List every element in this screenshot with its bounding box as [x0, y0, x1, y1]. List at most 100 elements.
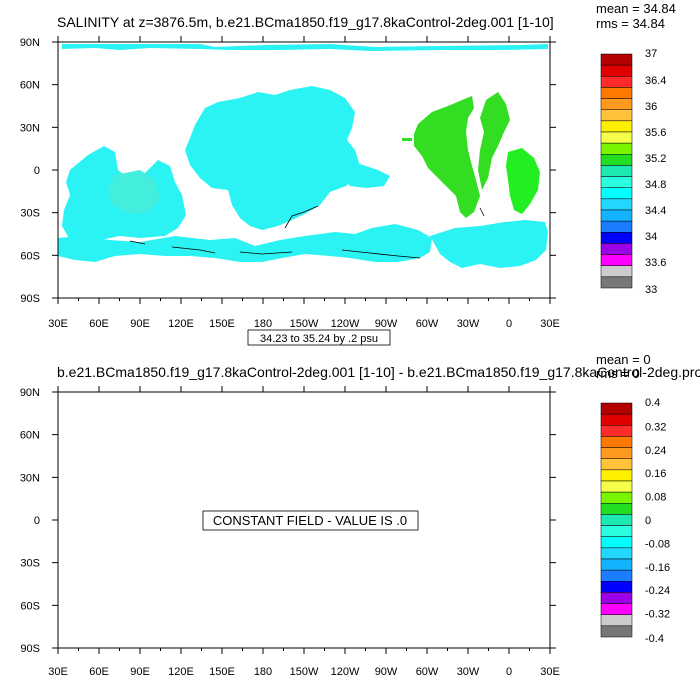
constant-field-box [202, 510, 419, 531]
contour-info-box [247, 329, 391, 346]
colorbar-swatch [600, 165, 633, 177]
y-tick-label: 30N [20, 472, 40, 484]
colorbar-label: 33.6 [645, 257, 666, 269]
colorbar-swatch [600, 425, 633, 437]
colorbar-label: 0.16 [645, 468, 666, 480]
x-tick-label: 60W [416, 318, 439, 330]
colorbar-label: 33 [645, 284, 657, 296]
colorbar-swatch [600, 447, 633, 459]
x-tick-label: 60W [416, 666, 439, 678]
panel-1-mean: mean = 34.84 [596, 1, 676, 16]
x-tick-label: 120W [331, 318, 360, 330]
y-tick-label: 90N [20, 387, 40, 399]
colorbar-label: -0.32 [645, 609, 670, 621]
colorbar-swatch [600, 198, 633, 211]
panel-2: mean = 0 rms = 0 b.e21.BCma1850.f19_g17.… [57, 352, 700, 649]
y-tick-label: 90N [20, 37, 40, 49]
x-tick-label: 90W [375, 318, 398, 330]
colorbar-label: 0.08 [645, 492, 666, 504]
colorbar-swatch [600, 592, 633, 604]
colorbar-swatch [600, 413, 633, 426]
y-tick-label: 0 [34, 515, 40, 527]
y-tick-label: 90S [20, 643, 40, 655]
x-tick-label: 0 [506, 318, 512, 330]
colorbar-label: -0.08 [645, 538, 670, 550]
colorbar-swatch [600, 120, 633, 133]
colorbar-swatch [600, 491, 633, 504]
y-tick-label: 60N [20, 430, 40, 442]
colorbar-swatch [600, 243, 633, 255]
colorbar-swatch [600, 254, 633, 266]
colorbar-swatch [600, 276, 633, 289]
x-tick-label: 30E [48, 666, 68, 678]
colorbar-swatch [600, 458, 633, 471]
colorbar-swatch [600, 220, 633, 233]
colorbar-swatch [600, 76, 633, 88]
colorbar-swatch [600, 53, 633, 66]
panel-1-title: SALINITY at z=3876.5m, b.e21.BCma1850.f1… [57, 14, 554, 30]
colorbar-swatch [600, 176, 633, 188]
x-tick-label: 120E [168, 666, 194, 678]
colorbar-swatch [600, 98, 633, 110]
colorbar-swatch [600, 569, 633, 582]
y-tick-label: 0 [34, 165, 40, 177]
x-tick-label: 90E [130, 318, 150, 330]
colorbar-swatch [600, 109, 633, 122]
colorbar-label: 0.4 [645, 397, 660, 409]
colorbar-swatch [600, 547, 633, 560]
constant-field-label: CONSTANT FIELD - VALUE IS .0 [213, 513, 407, 528]
x-tick-label: 30W [457, 318, 480, 330]
colorbar-swatch [600, 503, 633, 515]
x-tick-label: 120E [168, 318, 194, 330]
colorbar-swatch [600, 469, 633, 482]
panel-2-title: b.e21.BCma1850.f19_g17.8kaControl-2deg.0… [57, 364, 700, 380]
colorbar-swatch [600, 603, 633, 615]
axes-and-colorbars: 30E 60E 90E 120E 150E 180 150W 120W 90W 60W 30W 0 30… [20, 36, 670, 678]
y-tick-label: 30S [20, 208, 40, 220]
colorbar-label: 0 [645, 515, 651, 527]
colorbar-swatch [600, 436, 633, 448]
colorbar-label: -0.24 [645, 585, 670, 597]
panel-2-rms: rms = 0 [596, 366, 640, 381]
y-tick-label: 60N [20, 80, 40, 92]
colorbar-swatch [600, 87, 633, 99]
colorbar-label: -0.4 [645, 633, 664, 645]
y-tick-label: 30S [20, 558, 40, 570]
contour-info-label: 34.23 to 35.24 by .2 psu [260, 333, 378, 345]
colorbar-swatch [600, 187, 633, 200]
colorbar-label: 36 [645, 101, 657, 113]
colorbar-swatch [600, 536, 633, 549]
x-tick-label: 60E [89, 666, 109, 678]
colorbar-label: 35.6 [645, 127, 666, 139]
colorbar-swatch [600, 64, 633, 77]
colorbar-swatch [600, 402, 633, 415]
colorbar-swatch [600, 525, 633, 537]
x-tick-label: 150E [209, 666, 235, 678]
y-tick-label: 60S [20, 600, 40, 612]
x-tick-label: 180 [254, 666, 272, 678]
colorbar-swatch [600, 614, 633, 627]
ocean-field [58, 44, 548, 268]
x-tick-label: 150W [290, 318, 319, 330]
colorbar-swatch [600, 514, 633, 526]
y-tick-label: 90S [20, 293, 40, 305]
colorbar-swatch [600, 209, 633, 222]
colorbar-swatch [600, 480, 633, 493]
x-tick-label: 90W [375, 666, 398, 678]
x-tick-label: 30E [540, 318, 560, 330]
x-tick-label: 30E [48, 318, 68, 330]
colorbar-swatch [600, 154, 633, 166]
colorbar-swatch [600, 558, 633, 571]
x-tick-label: 120W [331, 666, 360, 678]
colorbar-label: 34 [645, 231, 657, 243]
y-tick-label: 60S [20, 250, 40, 262]
colorbar-label: 34.8 [645, 179, 666, 191]
colorbar-label: 35.2 [645, 153, 666, 165]
colorbar-label: 34.4 [645, 205, 666, 217]
x-tick-label: 150E [209, 318, 235, 330]
colorbar-swatch [600, 625, 633, 638]
x-tick-label: 60E [89, 318, 109, 330]
y-tick-label: 30N [20, 122, 40, 134]
colorbar-label: 0.24 [645, 445, 666, 457]
